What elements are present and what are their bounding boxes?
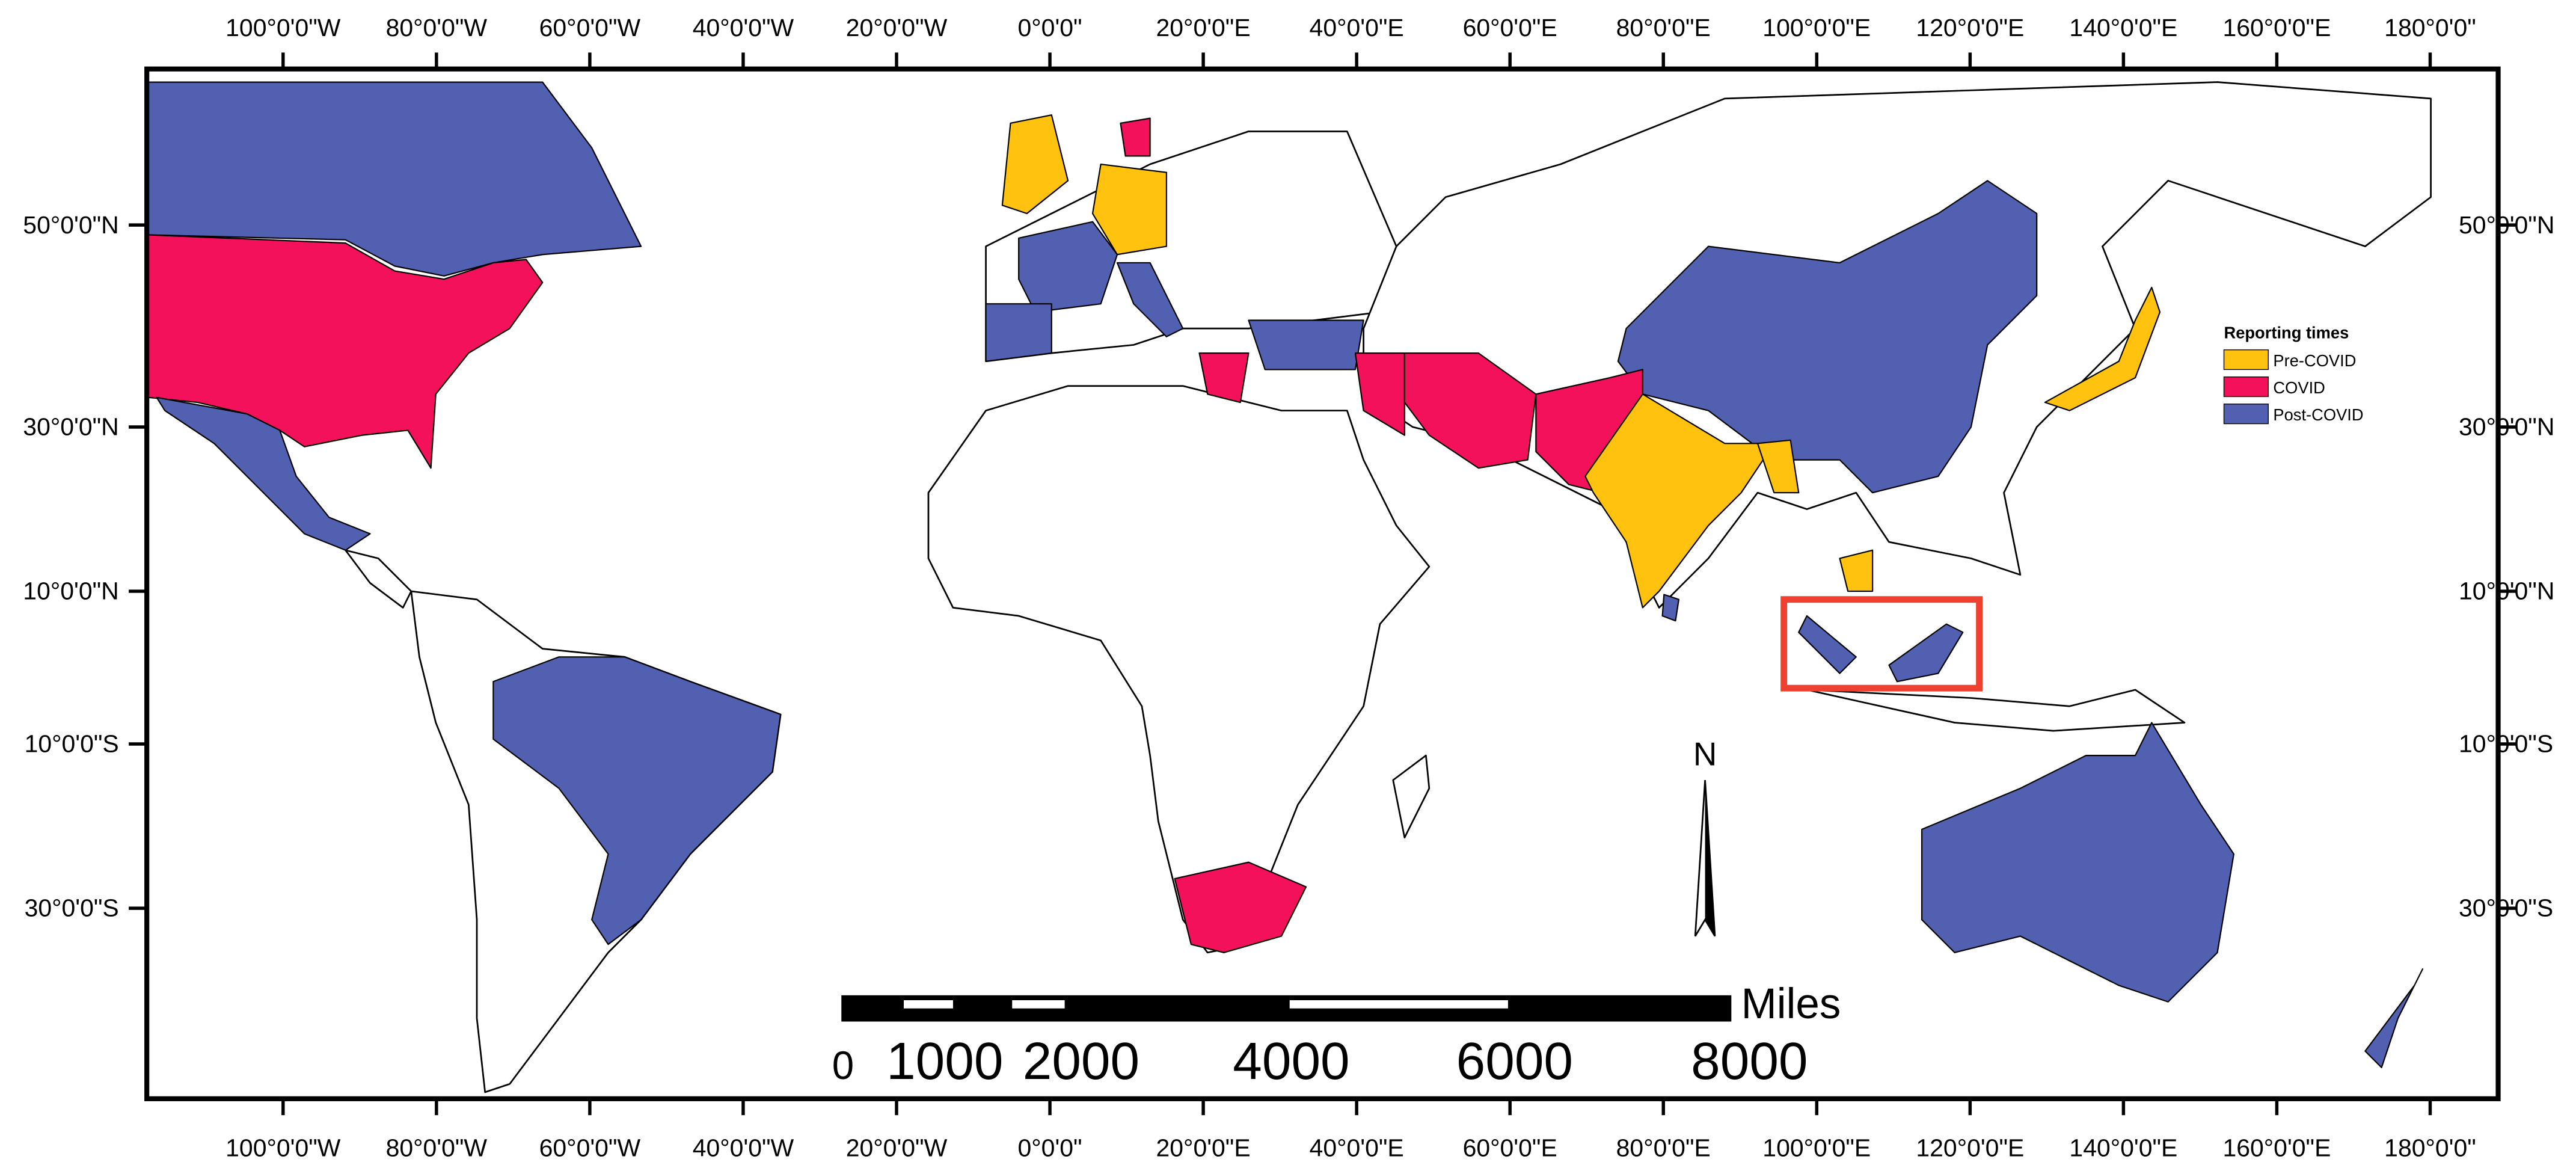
longitude-label: 140°0'0"E bbox=[2069, 14, 2177, 41]
latitude-label: 10°0'0"S bbox=[25, 730, 119, 758]
longitude-label: 60°0'0"E bbox=[1463, 1134, 1557, 1161]
denmark bbox=[1120, 117, 1151, 157]
longitude-label: 80°0'0"E bbox=[1616, 14, 1711, 41]
legend-swatch bbox=[2223, 349, 2269, 370]
scale-bar-body bbox=[841, 995, 1732, 1022]
scale-bar-label: 2000 bbox=[1023, 1031, 1139, 1090]
legend-title: Reporting times bbox=[2224, 324, 2349, 342]
mexico bbox=[156, 396, 371, 551]
latitude-label: 50°0'0"N bbox=[23, 211, 118, 239]
longitude-label: 20°0'0"W bbox=[846, 14, 948, 41]
latitude-label: 30°0'0"N bbox=[23, 413, 118, 441]
italy bbox=[1116, 262, 1184, 337]
legend-label: Post-COVID bbox=[2273, 405, 2363, 424]
longitude-label: 40°0'0"E bbox=[1310, 1134, 1404, 1161]
longitude-label: 140°0'0"E bbox=[2069, 1134, 2177, 1161]
legend-swatch bbox=[2223, 377, 2269, 398]
south-africa bbox=[1174, 861, 1307, 953]
longitude-label: 0°0'0" bbox=[1018, 1134, 1082, 1161]
cambodia bbox=[1839, 549, 1874, 592]
central-america bbox=[345, 549, 412, 609]
map-frame bbox=[144, 66, 2501, 1101]
turkey bbox=[1248, 319, 1364, 370]
borneo bbox=[1888, 623, 1964, 683]
scale-bar-unit: Miles bbox=[1741, 980, 1841, 1028]
legend-label: COVID bbox=[2273, 378, 2325, 397]
scale-bar: Miles 0 1000 2000 4000 6000 8000 bbox=[832, 980, 1841, 1090]
longitude-label: 80°0'0"W bbox=[386, 1134, 488, 1161]
australia bbox=[1921, 722, 2234, 1003]
india bbox=[1584, 393, 1775, 609]
scale-bar-label: 8000 bbox=[1691, 1031, 1808, 1090]
sri-lanka bbox=[1661, 594, 1680, 622]
longitude-label: 160°0'0"E bbox=[2222, 1134, 2331, 1161]
scale-bar-label: 0 bbox=[832, 1043, 854, 1087]
legend: Reporting times Pre-COVID COVID Post-COVID bbox=[2223, 324, 2364, 425]
china bbox=[1617, 180, 2038, 494]
uk bbox=[1001, 114, 1069, 215]
north-arrow: N bbox=[1693, 736, 1717, 937]
longitude-label: 40°0'0"W bbox=[693, 14, 794, 41]
longitude-label: 100°0'0"W bbox=[225, 14, 341, 41]
longitude-label: 20°0'0"E bbox=[1156, 1134, 1251, 1161]
longitude-label: 180°0'0" bbox=[2384, 1134, 2476, 1161]
africa bbox=[927, 385, 1431, 954]
highlight-box bbox=[1780, 596, 1983, 692]
iraq bbox=[1354, 352, 1405, 436]
madagascar bbox=[1392, 754, 1431, 839]
landmass bbox=[147, 81, 2432, 1093]
longitude-label: 40°0'0"W bbox=[693, 1134, 794, 1161]
longitude-label: 60°0'0"W bbox=[539, 14, 641, 41]
spain bbox=[985, 303, 1052, 362]
new-zealand bbox=[2364, 968, 2424, 1069]
longitude-label: 100°0'0"W bbox=[225, 1134, 341, 1161]
longitude-label: 180°0'0" bbox=[2384, 14, 2476, 41]
scale-bar-segment bbox=[1012, 1000, 1065, 1009]
north-label: N bbox=[1693, 736, 1717, 773]
legend-swatch bbox=[2223, 404, 2269, 425]
scale-bar-segment bbox=[904, 1000, 953, 1009]
legend-label: Pre-COVID bbox=[2273, 351, 2356, 370]
scale-bar-label: 6000 bbox=[1456, 1031, 1573, 1090]
brazil bbox=[492, 656, 782, 945]
france bbox=[1018, 221, 1118, 313]
longitude-label: 20°0'0"E bbox=[1156, 14, 1251, 41]
longitude-label: 0°0'0" bbox=[1018, 14, 1082, 41]
scale-bar-segment bbox=[1289, 1000, 1508, 1009]
japan bbox=[2044, 286, 2161, 411]
malaysia bbox=[1798, 615, 1857, 674]
latitude-label: 10°0'0"N bbox=[23, 577, 118, 605]
longitude-label: 120°0'0"E bbox=[1916, 14, 2024, 41]
germany bbox=[1091, 163, 1168, 256]
longitude-label: 100°0'0"E bbox=[1762, 14, 1871, 41]
longitude-label: 20°0'0"W bbox=[846, 1134, 948, 1161]
scale-bar-label: 1000 bbox=[886, 1031, 1003, 1090]
longitude-label: 80°0'0"E bbox=[1616, 1134, 1711, 1161]
longitude-label: 160°0'0"E bbox=[2222, 14, 2331, 41]
longitude-label: 40°0'0"E bbox=[1310, 14, 1404, 41]
longitude-label: 60°0'0"W bbox=[539, 1134, 641, 1161]
longitude-label: 80°0'0"W bbox=[386, 14, 488, 41]
north-arrow-shade bbox=[1705, 780, 1715, 936]
myanmar bbox=[1756, 439, 1800, 494]
latitude-label: 30°0'0"S bbox=[25, 894, 119, 922]
iran bbox=[1403, 352, 1537, 469]
indonesia bbox=[1806, 689, 2186, 732]
longitude-label: 60°0'0"E bbox=[1463, 14, 1557, 41]
longitude-label: 120°0'0"E bbox=[1916, 1134, 2024, 1161]
longitude-label: 100°0'0"E bbox=[1762, 1134, 1871, 1161]
scale-bar-label: 4000 bbox=[1233, 1031, 1349, 1090]
greece bbox=[1198, 352, 1250, 404]
